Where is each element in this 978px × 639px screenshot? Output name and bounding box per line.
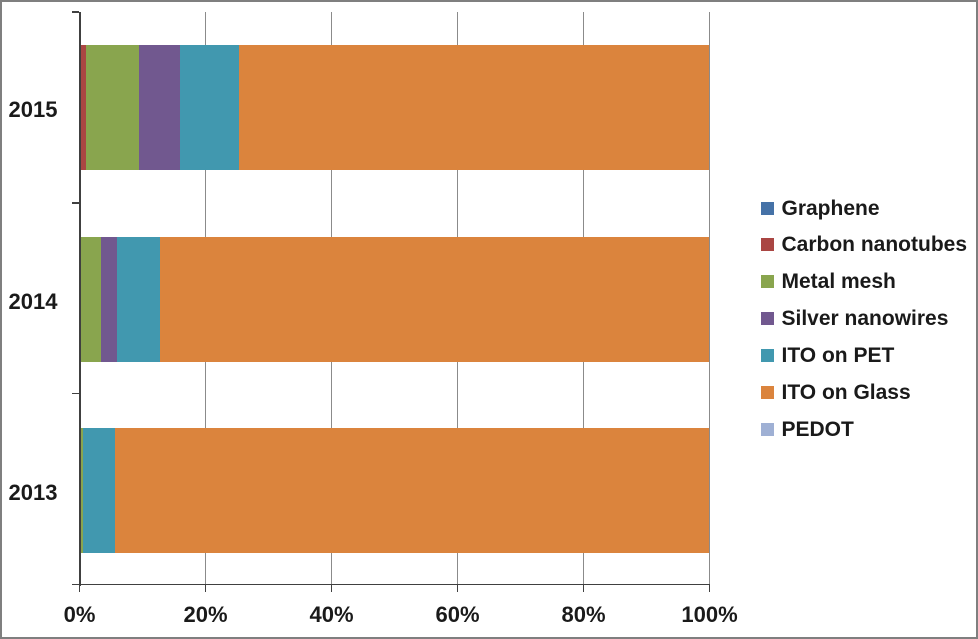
gridline-100 <box>709 12 710 585</box>
bar-2015-segment-ito-on-glass <box>238 45 710 170</box>
bar-2015-segment-ito-on-pet <box>180 45 239 170</box>
bar-2014-segment-metal-mesh <box>79 237 101 362</box>
legend-swatch-graphene <box>760 201 774 215</box>
y-tick-1 <box>72 202 79 204</box>
bar-2014-segment-ito-on-glass <box>159 237 710 362</box>
value-label-20: 20% <box>183 602 228 627</box>
legend-swatch-pedot <box>760 423 774 437</box>
legend-swatch-ito-on-pet <box>760 349 774 363</box>
value-label-40: 40% <box>309 602 354 627</box>
bar-2013-segment-ito-on-pet <box>82 428 116 553</box>
legend-label-graphene: Graphene <box>781 196 880 220</box>
bar-2015-segment-silver-nanowires <box>138 45 181 170</box>
category-label-2015: 2015 <box>8 97 58 122</box>
y-tick-0 <box>72 11 79 13</box>
bar-2015-segment-carbon-nanotubes <box>79 45 86 170</box>
category-label-2014: 2014 <box>8 289 58 314</box>
x-tick-80 <box>582 584 585 592</box>
bar-2015-segment-metal-mesh <box>85 45 139 170</box>
value-label-0: 0% <box>63 602 96 627</box>
x-tick-0 <box>78 584 81 592</box>
y-tick-2 <box>72 392 79 395</box>
x-tick-40 <box>330 584 333 592</box>
y-axis-line <box>78 12 81 586</box>
value-label-80: 80% <box>561 602 606 627</box>
legend-label-metal-mesh: Metal mesh <box>781 270 896 294</box>
x-tick-60 <box>456 584 459 592</box>
legend-swatch-carbon-nanotubes <box>760 238 774 252</box>
x-axis-line <box>72 583 710 586</box>
legend-label-pedot: PEDOT <box>781 418 854 442</box>
legend-label-silver-nanowires: Silver nanowires <box>781 307 949 331</box>
x-tick-20 <box>204 584 207 592</box>
legend-label-ito-on-glass: ITO on Glass <box>781 381 911 405</box>
legend-swatch-metal-mesh <box>760 275 774 289</box>
x-tick-100 <box>708 584 711 592</box>
legend-label-carbon-nanotubes: Carbon nanotubes <box>781 233 968 257</box>
legend-label-ito-on-pet: ITO on PET <box>781 344 895 368</box>
bar-2013-segment-ito-on-glass <box>115 428 710 553</box>
value-label-100: 100% <box>681 602 738 627</box>
legend-swatch-silver-nanowires <box>760 312 774 326</box>
bar-2014-segment-silver-nanowires <box>100 237 118 362</box>
category-label-2013: 2013 <box>8 480 58 505</box>
bar-2013-segment-metal-mesh <box>79 428 83 553</box>
bar-2014-segment-ito-on-pet <box>117 237 160 362</box>
value-label-60: 60% <box>435 602 480 627</box>
legend-swatch-ito-on-glass <box>760 386 774 400</box>
